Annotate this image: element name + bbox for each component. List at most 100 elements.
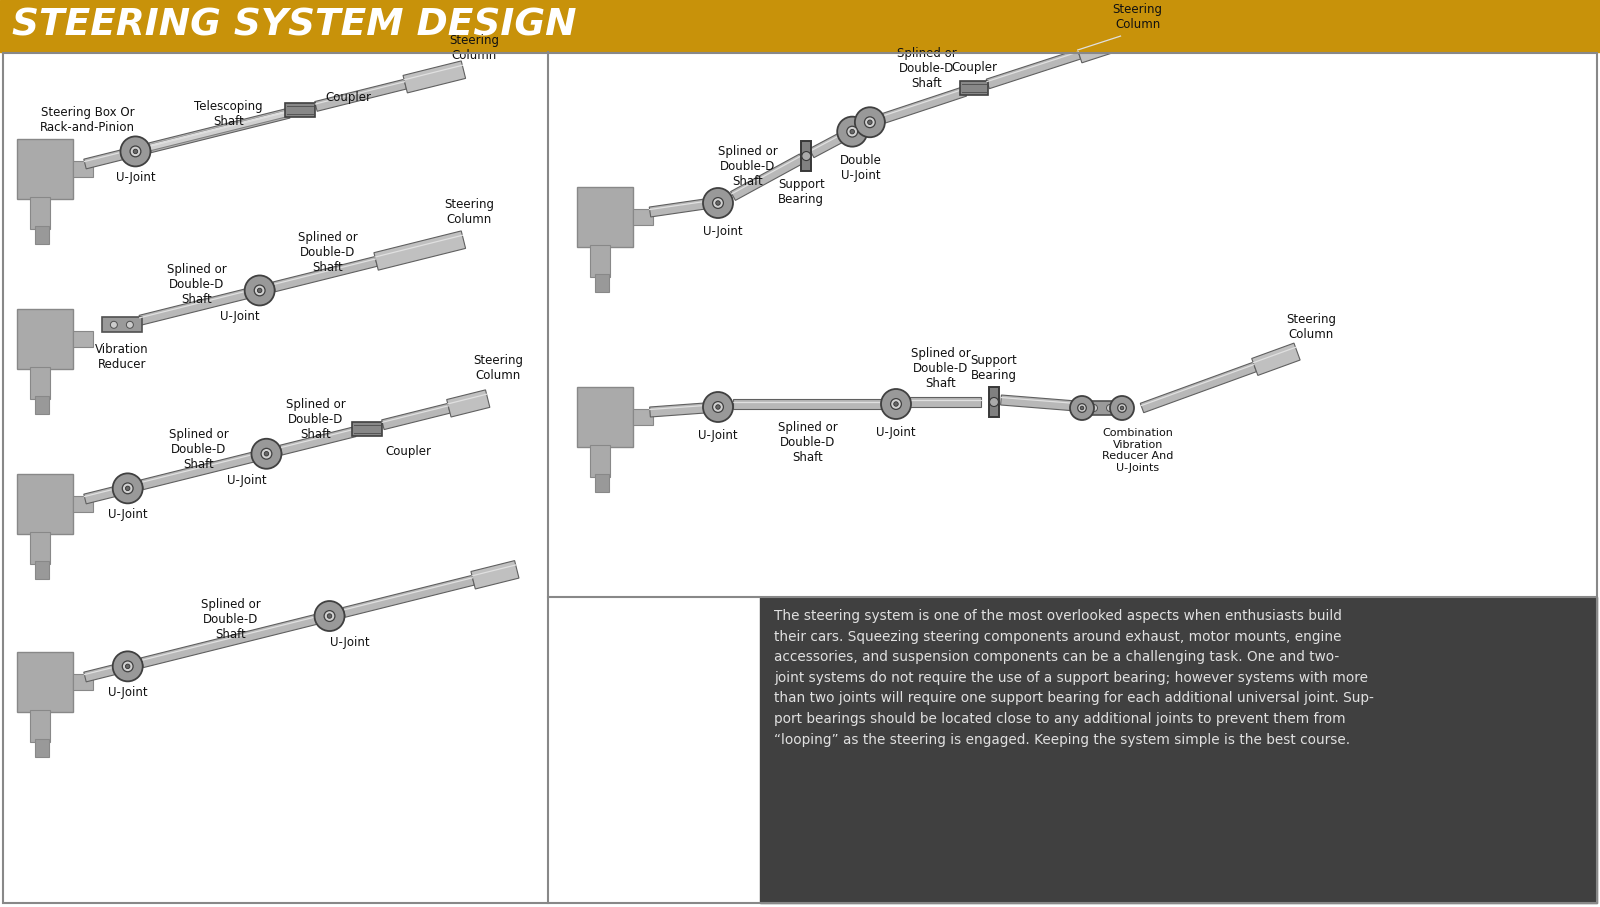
Polygon shape xyxy=(731,154,805,200)
Bar xyxy=(30,367,50,399)
Ellipse shape xyxy=(712,402,723,413)
Polygon shape xyxy=(342,575,474,618)
Text: U-Joint: U-Joint xyxy=(107,508,147,522)
Ellipse shape xyxy=(133,149,138,153)
Bar xyxy=(102,317,142,332)
Ellipse shape xyxy=(1107,405,1114,412)
Bar xyxy=(74,674,93,690)
Text: U-Joint: U-Joint xyxy=(115,171,155,184)
Ellipse shape xyxy=(325,610,334,621)
Ellipse shape xyxy=(122,661,133,672)
Ellipse shape xyxy=(258,288,262,293)
Polygon shape xyxy=(274,257,378,292)
Polygon shape xyxy=(403,61,466,93)
Bar xyxy=(35,396,50,414)
Ellipse shape xyxy=(712,198,723,209)
Polygon shape xyxy=(382,404,450,430)
Polygon shape xyxy=(810,129,851,158)
Text: Steering
Column: Steering Column xyxy=(450,34,499,62)
Bar xyxy=(35,739,50,757)
Bar xyxy=(30,197,50,229)
Bar xyxy=(74,331,93,347)
Ellipse shape xyxy=(1091,405,1098,412)
Ellipse shape xyxy=(112,651,142,681)
Bar xyxy=(595,274,610,292)
Bar xyxy=(989,387,998,417)
Bar xyxy=(18,309,74,369)
Text: Combination
Vibration
Reducer And
U-Joints: Combination Vibration Reducer And U-Join… xyxy=(1102,428,1173,473)
Ellipse shape xyxy=(854,107,885,137)
Ellipse shape xyxy=(122,483,133,493)
Ellipse shape xyxy=(1080,406,1083,410)
Text: Coupler: Coupler xyxy=(386,444,432,458)
Text: Splined or
Double-D
Shaft: Splined or Double-D Shaft xyxy=(168,428,229,471)
Bar xyxy=(960,82,989,95)
Text: Splined or
Double-D
Shaft: Splined or Double-D Shaft xyxy=(718,145,778,188)
Ellipse shape xyxy=(110,321,117,328)
Text: U-Joint: U-Joint xyxy=(227,473,267,487)
Polygon shape xyxy=(650,403,706,417)
Ellipse shape xyxy=(867,120,872,124)
Polygon shape xyxy=(1251,343,1301,375)
Text: Coupler: Coupler xyxy=(326,91,371,104)
Text: Vibration
Reducer: Vibration Reducer xyxy=(94,343,149,371)
Bar xyxy=(595,474,610,492)
Bar xyxy=(0,0,1600,52)
Text: Splined or
Double-D
Shaft: Splined or Double-D Shaft xyxy=(898,46,957,90)
Text: Support
Bearing: Support Bearing xyxy=(778,178,824,206)
Text: U-Joint: U-Joint xyxy=(698,429,738,442)
Bar xyxy=(578,387,634,447)
Ellipse shape xyxy=(1078,404,1086,413)
Polygon shape xyxy=(315,79,406,112)
Polygon shape xyxy=(83,486,117,504)
Ellipse shape xyxy=(261,448,272,459)
Text: Splined or
Double-D
Shaft: Splined or Double-D Shaft xyxy=(910,347,971,390)
Bar xyxy=(590,245,610,277)
Polygon shape xyxy=(446,390,490,417)
Text: Splined or
Double-D
Shaft: Splined or Double-D Shaft xyxy=(778,421,838,464)
Text: Support
Bearing: Support Bearing xyxy=(971,354,1018,382)
Text: Steering Box Or
Rack-and-Pinion: Steering Box Or Rack-and-Pinion xyxy=(40,106,134,134)
Polygon shape xyxy=(882,86,966,123)
Ellipse shape xyxy=(802,151,811,161)
Ellipse shape xyxy=(891,398,901,409)
Polygon shape xyxy=(986,50,1080,89)
Bar xyxy=(30,532,50,564)
Bar xyxy=(18,652,74,712)
Bar xyxy=(35,226,50,244)
Ellipse shape xyxy=(315,601,344,631)
Ellipse shape xyxy=(130,146,141,157)
Bar xyxy=(802,141,811,171)
Ellipse shape xyxy=(126,321,133,328)
Ellipse shape xyxy=(702,188,733,218)
Text: U-Joint: U-Joint xyxy=(107,687,147,699)
Ellipse shape xyxy=(1070,396,1094,420)
Bar xyxy=(634,409,653,425)
Bar xyxy=(285,103,315,117)
Ellipse shape xyxy=(894,402,898,406)
Ellipse shape xyxy=(120,136,150,166)
Text: U-Joint: U-Joint xyxy=(330,636,370,649)
Text: STEERING SYSTEM DESIGN: STEERING SYSTEM DESIGN xyxy=(13,8,576,44)
Text: Steering
Column: Steering Column xyxy=(474,355,523,382)
Ellipse shape xyxy=(837,117,867,147)
Ellipse shape xyxy=(715,405,720,409)
Polygon shape xyxy=(650,199,706,217)
Polygon shape xyxy=(149,111,290,151)
Ellipse shape xyxy=(702,392,733,422)
Polygon shape xyxy=(910,397,981,407)
Polygon shape xyxy=(374,231,466,270)
Polygon shape xyxy=(1000,395,1090,412)
Bar xyxy=(578,187,634,247)
Polygon shape xyxy=(83,149,126,169)
Ellipse shape xyxy=(1120,406,1123,410)
Polygon shape xyxy=(83,665,117,682)
Text: Steering
Column: Steering Column xyxy=(1112,3,1163,31)
Ellipse shape xyxy=(882,389,910,419)
Polygon shape xyxy=(280,427,355,455)
Text: U-Joint: U-Joint xyxy=(221,310,259,324)
Ellipse shape xyxy=(112,473,142,503)
Text: U-Joint: U-Joint xyxy=(877,426,915,439)
Ellipse shape xyxy=(989,397,998,406)
Bar xyxy=(30,710,50,742)
